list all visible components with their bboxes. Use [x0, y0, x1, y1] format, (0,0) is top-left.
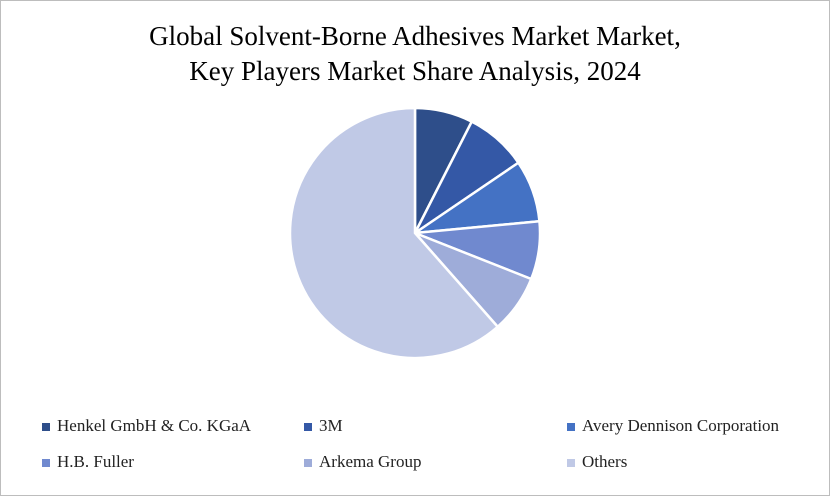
legend-label: Others: [582, 452, 627, 471]
legend-marker: [567, 459, 575, 467]
legend-marker: [42, 459, 50, 467]
legend-label: H.B. Fuller: [57, 452, 134, 471]
legend-marker: [42, 423, 50, 431]
legend-label: Avery Dennison Corporation: [582, 416, 780, 435]
legend-label: 3M: [319, 416, 343, 435]
legend-marker: [304, 459, 312, 467]
legend-label: Henkel GmbH & Co. KGaA: [57, 416, 252, 435]
legend-label: Arkema Group: [319, 452, 421, 471]
legend-marker: [304, 423, 312, 431]
legend-marker: [567, 423, 575, 431]
chart-title: Global Solvent-Borne Adhesives Market Ma…: [149, 21, 681, 51]
pie-slice: [288, 106, 500, 360]
chart-title: Key Players Market Share Analysis, 2024: [189, 56, 641, 86]
